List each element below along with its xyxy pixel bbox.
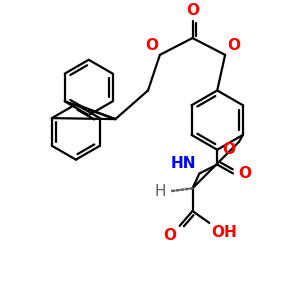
Text: O: O (186, 3, 199, 18)
Text: O: O (164, 228, 177, 243)
Text: O: O (227, 38, 240, 53)
Text: O: O (238, 166, 251, 181)
Text: O: O (145, 38, 158, 53)
Text: H: H (154, 184, 166, 199)
Text: OH: OH (211, 225, 237, 240)
Text: HN: HN (171, 157, 196, 172)
Text: O: O (222, 142, 235, 157)
